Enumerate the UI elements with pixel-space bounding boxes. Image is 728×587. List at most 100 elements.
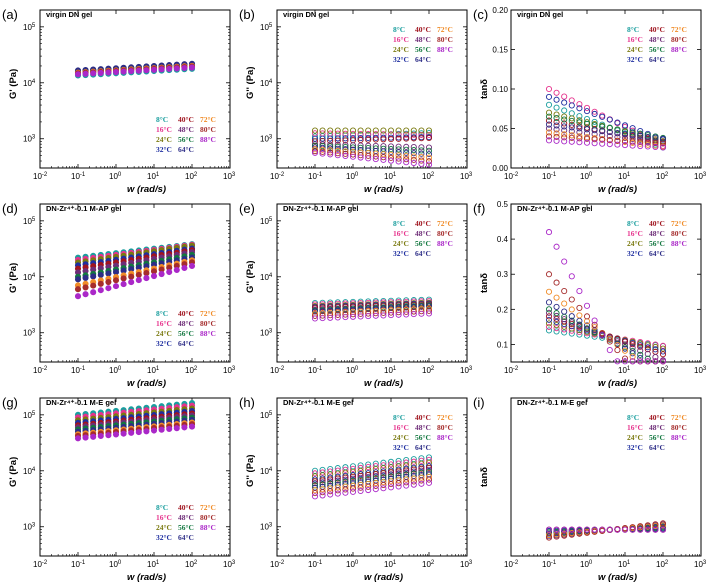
data-point	[659, 526, 667, 533]
data-point	[568, 296, 575, 303]
data-point	[637, 130, 644, 137]
data-point	[591, 136, 598, 143]
data-point	[105, 69, 112, 76]
data-point	[357, 135, 364, 142]
panel-title: virgin DN gel	[46, 10, 92, 19]
legend-entry: 56°C	[178, 523, 194, 532]
data-point	[334, 147, 341, 154]
data-point	[418, 480, 425, 487]
panel-label: (a)	[2, 7, 18, 22]
data-point	[128, 429, 135, 436]
y-tick-label: 0.1	[497, 340, 509, 349]
data-point	[311, 487, 319, 494]
data-point	[583, 126, 591, 133]
data-point	[105, 278, 112, 286]
data-point	[568, 138, 575, 145]
data-point	[395, 460, 402, 467]
series-64C	[74, 254, 196, 283]
series-40C	[311, 134, 433, 145]
data-point	[395, 158, 402, 165]
data-point	[568, 117, 575, 124]
data-point	[561, 134, 568, 141]
data-point	[659, 144, 667, 151]
data-point	[644, 346, 651, 353]
data-point	[327, 145, 334, 152]
data-point	[327, 307, 334, 314]
data-point	[418, 150, 425, 157]
data-point	[342, 486, 349, 493]
data-point	[637, 358, 644, 365]
panel-label: (h)	[239, 395, 255, 410]
legend-entry: 40°C	[178, 115, 194, 124]
data-point	[418, 157, 425, 164]
data-point	[135, 271, 142, 278]
data-point	[568, 327, 575, 334]
data-point	[621, 127, 629, 134]
data-point	[395, 311, 402, 318]
data-point	[561, 127, 568, 134]
data-point	[591, 528, 598, 535]
data-point	[387, 136, 395, 143]
data-point	[342, 152, 349, 160]
data-point	[128, 279, 135, 286]
data-point	[553, 118, 560, 126]
data-point	[334, 490, 341, 497]
panel-label: (i)	[473, 395, 485, 410]
data-point	[158, 270, 165, 278]
data-point	[410, 159, 417, 167]
data-point	[387, 461, 395, 468]
legend-entry: 24°C	[627, 45, 643, 54]
data-point	[74, 71, 82, 78]
data-point	[311, 304, 319, 311]
legend-entry: 40°C	[649, 219, 665, 228]
data-point	[311, 476, 319, 483]
y-axis-label: G' (Pa)	[8, 263, 19, 293]
data-point	[614, 526, 621, 533]
legend-entry: 32°C	[156, 145, 172, 154]
data-point	[553, 318, 560, 326]
data-point	[644, 136, 651, 143]
legend-entry: 24°C	[627, 239, 643, 248]
data-point	[380, 468, 387, 475]
data-point	[327, 485, 334, 492]
data-point	[583, 302, 591, 309]
data-point	[120, 430, 127, 437]
data-point	[561, 532, 568, 539]
legend-entry: 8°C	[156, 115, 168, 124]
data-point	[372, 486, 379, 493]
y-axis-label: G'' (Pa)	[245, 455, 256, 488]
y-tick-label: 104	[260, 273, 273, 282]
data-point	[576, 321, 583, 328]
data-point	[327, 314, 334, 321]
data-point	[181, 424, 188, 431]
x-tick-label: 102	[185, 560, 198, 569]
data-point	[561, 526, 568, 533]
data-point	[545, 306, 553, 313]
x-tick-label: 101	[147, 172, 160, 181]
data-point	[365, 473, 372, 480]
legend-entry: 80°C	[200, 319, 216, 328]
data-point	[621, 345, 629, 352]
legend-entry: 40°C	[415, 25, 431, 34]
legend-entry: 16°C	[156, 125, 172, 134]
data-point	[74, 293, 82, 300]
data-point	[395, 131, 402, 138]
data-point	[418, 153, 425, 161]
legend-entry: 16°C	[393, 423, 409, 432]
legend-entry: 16°C	[627, 229, 643, 238]
data-point	[561, 308, 568, 315]
data-point	[334, 127, 341, 134]
series-64C	[311, 303, 433, 315]
panel-title: virgin DN gel	[283, 10, 329, 19]
data-point	[576, 325, 583, 332]
legend-entry: 64°C	[415, 443, 431, 452]
series-80C	[545, 133, 667, 147]
data-point	[173, 425, 180, 432]
panel-title: DN-Zr⁴⁺-0.1 M-AP gel	[283, 204, 358, 213]
data-point	[621, 138, 629, 145]
x-tick-label: 10-2	[33, 172, 48, 181]
data-point	[372, 156, 379, 163]
legend-entry: 80°C	[200, 513, 216, 522]
data-point	[319, 150, 326, 157]
data-point	[561, 123, 568, 130]
